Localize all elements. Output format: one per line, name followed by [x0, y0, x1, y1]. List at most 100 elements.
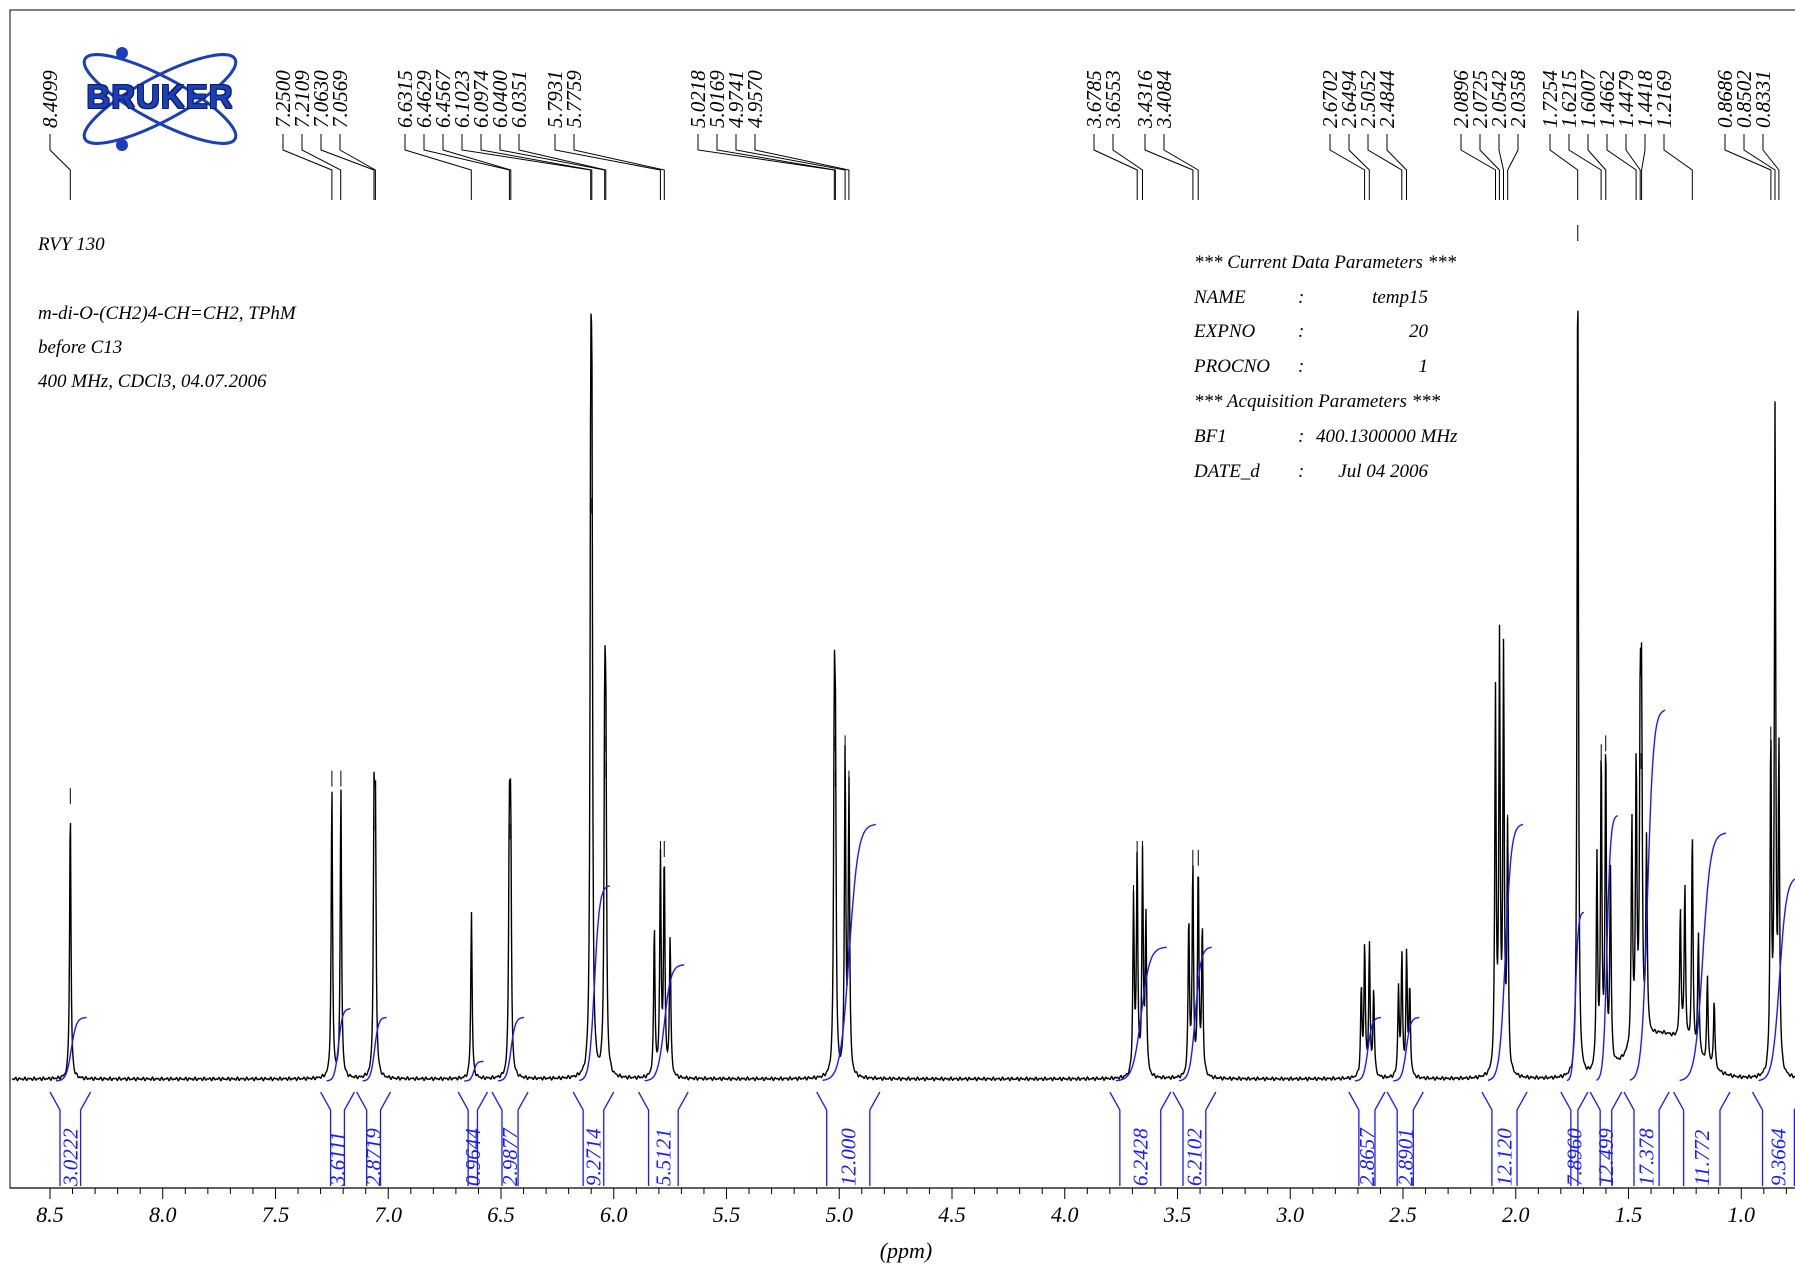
param-value-date: Jul 04 2006	[1338, 461, 1428, 482]
peak-label: 5.7759	[562, 70, 586, 128]
peak-leader	[282, 134, 333, 200]
integral-value: 2.8901	[1393, 1128, 1417, 1186]
integral-bracket	[1673, 1091, 1731, 1186]
x-tick-label: 8.0	[149, 1202, 177, 1227]
integral-curve	[579, 885, 610, 1082]
integral-bracket	[356, 1091, 392, 1186]
peak-leader	[1112, 134, 1143, 200]
peak-leader	[49, 134, 71, 200]
peak-leader	[1093, 134, 1138, 200]
param-value-procno: 1	[1418, 356, 1429, 377]
peak-label: 1.4418	[1633, 70, 1657, 128]
x-tick-label: 1.0	[1728, 1202, 1756, 1227]
current-params-header: *** Current Data Parameters ***	[1194, 252, 1457, 273]
integral-value: 0.9644	[461, 1128, 485, 1186]
peak-leader	[301, 134, 342, 200]
peak-label: 4.9570	[743, 70, 767, 128]
x-tick-label: 4.0	[1051, 1202, 1079, 1227]
param-sep-bf1: :	[1298, 426, 1305, 447]
peak-label: 1.2169	[1652, 70, 1676, 128]
peak-leader	[1663, 134, 1693, 200]
logo-text: BRUKER	[86, 78, 234, 115]
integral-bracket	[1481, 1091, 1528, 1186]
integral-value: 2.9877	[498, 1127, 522, 1186]
integral-curve	[326, 1008, 351, 1082]
x-axis-label: (ppm)	[880, 1238, 933, 1263]
x-tick-label: 6.5	[487, 1202, 515, 1227]
peak-leader	[1743, 134, 1776, 200]
peak-label: 1.7254	[1538, 70, 1562, 128]
peak-leader	[423, 134, 510, 200]
peak-leader	[554, 134, 661, 200]
peak-leader	[1479, 134, 1500, 200]
integral-value: 12.499	[1594, 1128, 1618, 1186]
integral-bracket	[1109, 1091, 1172, 1186]
integral-curve	[1115, 946, 1167, 1082]
peak-label: 2.6702	[1318, 70, 1342, 128]
peak-leader	[480, 134, 593, 200]
peak-leader	[1724, 134, 1772, 200]
peak-leader	[339, 134, 376, 200]
peak-leader	[1762, 134, 1780, 200]
peak-label: 5.0169	[705, 70, 729, 128]
integral-value: 9.3664	[1766, 1128, 1790, 1186]
integral-value: 12.120	[1492, 1128, 1516, 1186]
peak-leader	[1163, 134, 1199, 200]
peak-label: 1.6007	[1576, 69, 1600, 128]
integral-value: 7.8960	[1562, 1128, 1586, 1186]
integral-bracket	[320, 1091, 355, 1186]
integral-bracket	[1348, 1091, 1386, 1186]
integral-bracket	[1623, 1091, 1670, 1186]
peak-leader	[1507, 134, 1519, 200]
integral-bracket	[572, 1091, 615, 1186]
sample-name: RVY 130	[38, 234, 105, 255]
integral-bracket	[1560, 1091, 1589, 1186]
peak-leader	[1386, 134, 1407, 200]
peak-leader	[1641, 134, 1646, 200]
param-key-bf1: BF1	[1194, 426, 1227, 447]
peak-label: 7.2500	[271, 70, 295, 128]
param-key-name: NAME	[1194, 287, 1246, 308]
peak-leader	[1329, 134, 1366, 200]
x-tick-label: 1.5	[1615, 1202, 1643, 1227]
integral-curve	[644, 964, 685, 1082]
x-tick-label: 2.5	[1389, 1202, 1417, 1227]
peak-label: 6.0400	[488, 70, 512, 128]
integral-bracket	[1172, 1091, 1217, 1186]
peak-label: 6.0974	[469, 70, 493, 128]
peak-label: 3.4316	[1133, 70, 1157, 129]
peak-leader	[1460, 134, 1496, 200]
integral-curve	[1595, 815, 1618, 1081]
peak-leader	[320, 134, 375, 200]
peak-leader	[754, 134, 850, 200]
param-value-bf1: 400.1300000 MHz	[1316, 426, 1458, 447]
peak-label: 5.7931	[543, 70, 567, 128]
integral-curve	[362, 1016, 387, 1082]
integral-curve	[1566, 911, 1585, 1082]
peak-label: 8.4099	[38, 70, 62, 128]
integral-curve	[822, 823, 876, 1082]
x-tick-label: 7.5	[262, 1202, 290, 1227]
x-tick-label: 5.5	[713, 1202, 741, 1227]
x-tick-label: 6.0	[600, 1202, 628, 1227]
peak-leader	[716, 134, 836, 200]
integral-curve	[1629, 709, 1666, 1081]
integral-curve	[1679, 832, 1727, 1082]
peak-label: 2.0358	[1506, 70, 1530, 128]
integral-value: 11.772	[1690, 1129, 1714, 1186]
peak-label: 3.4084	[1152, 70, 1176, 129]
integral-curve	[1354, 1016, 1381, 1082]
peak-leader	[573, 134, 665, 200]
peak-label: 2.0896	[1449, 70, 1473, 128]
peak-label: 2.5052	[1356, 70, 1380, 128]
peak-leader	[1348, 134, 1370, 200]
spectrum-trace	[11, 310, 1795, 1082]
peak-label: 7.0569	[328, 70, 352, 128]
peak-label: 1.4479	[1614, 70, 1638, 128]
param-sep-procno: :	[1298, 356, 1305, 377]
peak-label: 2.0542	[1487, 70, 1511, 128]
peak-label: 2.6494	[1337, 70, 1361, 128]
param-key-date: DATE_d	[1194, 461, 1260, 482]
integral-bracket	[491, 1091, 529, 1186]
